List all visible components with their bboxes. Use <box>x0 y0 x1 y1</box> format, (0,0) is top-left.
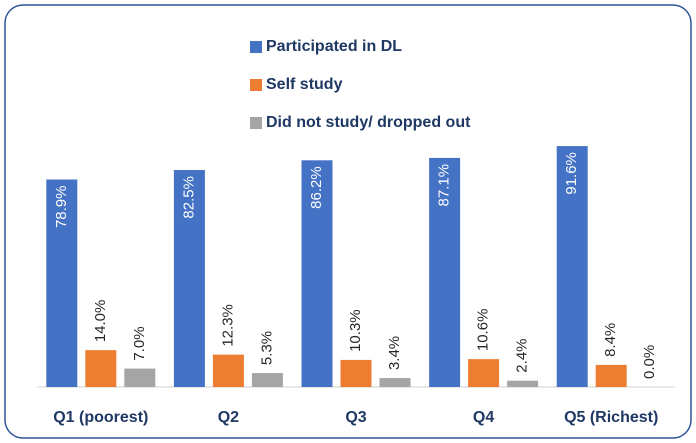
bar <box>379 378 411 387</box>
value-label: 14.0% <box>92 300 109 343</box>
value-label: 7.0% <box>131 326 148 360</box>
x-tick-label: Q2 <box>218 409 239 426</box>
legend-label: Participated in DL <box>266 38 402 55</box>
bar <box>340 359 372 387</box>
value-label: 91.6% <box>563 152 580 195</box>
bar <box>85 350 117 387</box>
legend-label: Did not study/ dropped out <box>266 114 471 131</box>
legend-label: Self study <box>266 76 343 93</box>
bar <box>301 160 333 387</box>
x-tick-label: Q5 (Richest) <box>564 409 658 426</box>
value-label: 78.9% <box>53 185 70 228</box>
bar <box>173 170 205 387</box>
legend-swatch <box>250 79 262 91</box>
value-label: 87.1% <box>436 164 453 207</box>
bar <box>124 368 156 387</box>
value-label: 8.4% <box>602 323 619 357</box>
legend-swatch <box>250 41 262 53</box>
bar <box>46 179 78 387</box>
x-tick-label: Q3 <box>345 409 366 426</box>
x-tick-label: Q4 <box>473 409 494 426</box>
legend-swatch <box>250 117 262 129</box>
value-label: 86.2% <box>308 166 325 209</box>
bar <box>429 157 461 387</box>
bar <box>556 146 588 387</box>
value-label: 10.6% <box>475 309 492 352</box>
value-label: 10.3% <box>347 309 364 352</box>
value-label: 12.3% <box>219 304 236 347</box>
value-label: 5.3% <box>258 331 275 365</box>
x-tick-label: Q1 (poorest) <box>53 409 148 426</box>
bar <box>595 364 627 387</box>
bar <box>468 359 500 387</box>
value-label: 3.4% <box>386 336 403 370</box>
value-label: 82.5% <box>180 176 197 219</box>
bar <box>507 380 539 387</box>
bar <box>212 354 244 387</box>
value-label: 0.0% <box>641 345 658 379</box>
value-label: 2.4% <box>514 338 531 372</box>
bar <box>251 373 283 387</box>
